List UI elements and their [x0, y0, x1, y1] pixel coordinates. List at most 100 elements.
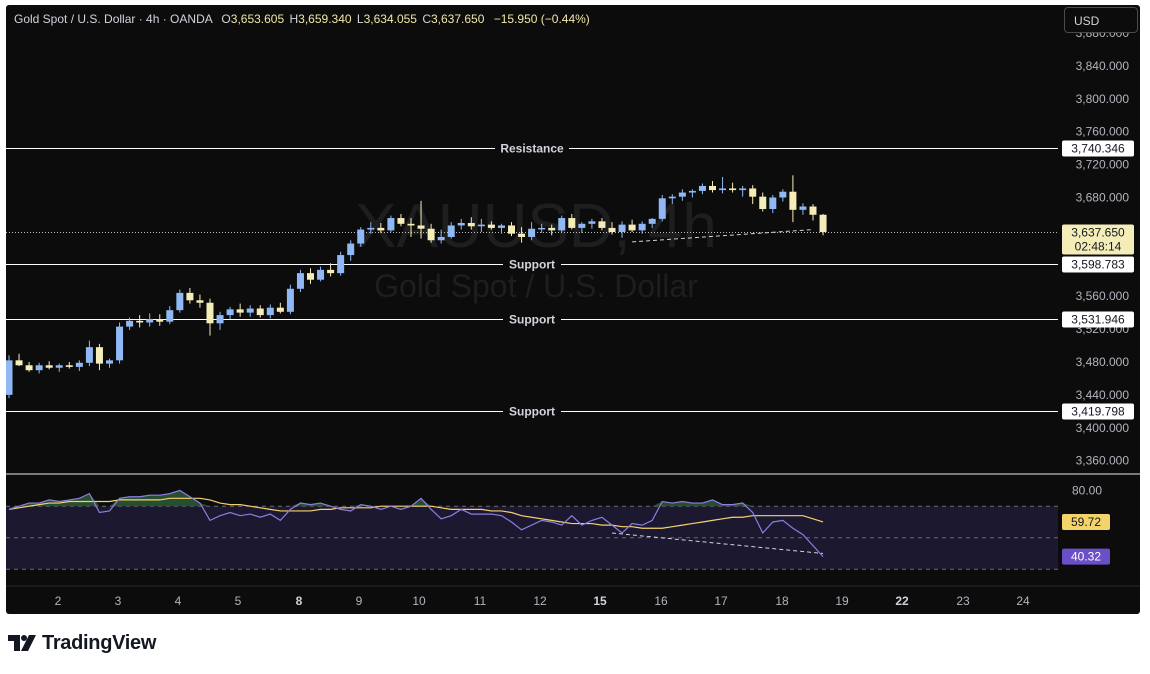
candle-body: [487, 224, 495, 228]
rsi-ma-value-tag: [1062, 513, 1110, 530]
candle-body: [136, 320, 144, 323]
level-price-tag-text: 3,531.946: [1071, 313, 1125, 327]
open-key: O: [221, 12, 231, 26]
candle-body: [427, 228, 435, 241]
candle-body: [126, 320, 134, 327]
candle-body: [477, 224, 485, 227]
price-axis-label: 3,480.000: [1076, 355, 1130, 369]
candle-body: [628, 224, 636, 231]
level-label-bg: [495, 140, 569, 157]
level-price-tag-text: 3,598.783: [1071, 258, 1125, 272]
time-axis-label: 17: [714, 594, 728, 608]
support-label: Support: [509, 405, 555, 419]
candle-body: [327, 269, 335, 274]
last-price-tag-value: 3,637.650: [1071, 226, 1125, 240]
candle-body: [568, 218, 576, 228]
candle-body: [447, 225, 455, 237]
time-axis-label: 12: [533, 594, 547, 608]
candle-body: [518, 233, 526, 237]
candle-body: [508, 225, 515, 234]
price-axis-label: 3,720.000: [1076, 158, 1130, 172]
candle-body: [337, 255, 345, 274]
symbol-header: Gold Spot / U.S. Dollar · 4h · OANDA O 3,…: [14, 12, 590, 26]
candle-body: [246, 308, 254, 313]
currency-button[interactable]: USD: [1064, 7, 1138, 33]
candle-body: [377, 227, 385, 231]
candle-body: [15, 360, 23, 366]
candle-body: [387, 218, 395, 231]
candle-body: [156, 319, 164, 322]
time-axis-label: 15: [593, 594, 607, 608]
candle-body: [538, 227, 546, 230]
high-key: H: [289, 12, 299, 26]
candle-body: [719, 188, 727, 191]
rsi-axis-label: 80.00: [1072, 483, 1102, 497]
watermark-name: Gold Spot / U.S. Dollar: [374, 268, 698, 304]
candle-body: [347, 243, 355, 256]
time-axis-label: 5: [235, 594, 242, 608]
close-value: 3,637.650: [431, 12, 485, 26]
rsi-ma-line: [8, 497, 824, 529]
candle-body: [35, 365, 43, 371]
candle-body: [598, 221, 606, 228]
candle-body: [678, 192, 686, 197]
price-axis-label: 3,360.000: [1076, 454, 1130, 468]
last-price-tag: [1062, 224, 1134, 255]
time-axis-label: 19: [835, 594, 849, 608]
level-label-bg: [503, 403, 561, 420]
chart-frame[interactable]: XAUUSD, 4h Gold Spot / U.S. Dollar 3,880.0…: [6, 5, 1140, 614]
candle-body: [698, 185, 706, 191]
level-price-tag: [1062, 256, 1134, 273]
candle-body: [789, 191, 797, 210]
candle-body: [146, 319, 154, 323]
level-price-tag-text: 3,419.798: [1071, 405, 1125, 419]
close-key: C: [422, 12, 431, 26]
candle-body: [95, 347, 103, 364]
candle-body: [357, 229, 365, 244]
countdown-timer: 02:48:14: [1075, 240, 1122, 254]
time-axis-label: 23: [956, 594, 970, 608]
candle-body: [688, 190, 696, 193]
candle-body: [819, 214, 827, 233]
level-price-tag: [1062, 140, 1134, 157]
rsi-line: [8, 489, 824, 558]
candle-body: [367, 227, 375, 230]
candle-body: [65, 365, 73, 367]
candle-body: [729, 188, 737, 191]
candle-body: [85, 347, 93, 363]
candle-body: [266, 307, 274, 316]
candle-body: [45, 365, 53, 368]
tradingview-logo[interactable]: TradingView: [8, 632, 156, 654]
symbol-title[interactable]: Gold Spot / U.S. Dollar · 4h · OANDA: [14, 12, 213, 26]
rsi-divergence-line: [611, 532, 824, 554]
time-axis-label: 16: [654, 594, 668, 608]
candle-body: [186, 292, 194, 301]
candle-body: [286, 288, 294, 312]
candle-body: [608, 227, 616, 233]
time-axis-label: 11: [474, 594, 487, 608]
candle-body: [196, 300, 204, 303]
candle-body: [437, 236, 445, 241]
candle-body: [588, 221, 596, 224]
candle-body: [618, 224, 626, 233]
time-axis-label: 8: [296, 594, 303, 608]
candle-body: [668, 196, 676, 199]
candle-body: [749, 188, 757, 197]
time-axis-label: 3: [115, 594, 122, 608]
price-axis-label: 3,760.000: [1076, 125, 1130, 139]
level-price-tag-text: 3,740.346: [1071, 142, 1125, 156]
candle-body: [55, 365, 63, 368]
candle-body: [256, 308, 264, 316]
candle-body: [467, 222, 475, 227]
support-label: Support: [509, 313, 555, 327]
time-axis-label: 10: [412, 594, 426, 608]
candle-body: [397, 218, 405, 224]
candle-body: [739, 188, 747, 191]
rsi-ma-value: 59.72: [1071, 515, 1101, 529]
candle-body: [558, 218, 566, 231]
candle-body: [759, 196, 767, 209]
candle-body: [799, 206, 807, 210]
candle-body: [216, 315, 224, 324]
candle-body: [578, 223, 586, 228]
